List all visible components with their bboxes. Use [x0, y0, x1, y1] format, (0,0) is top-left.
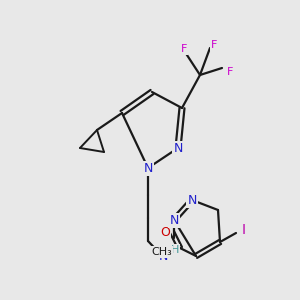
Text: I: I	[242, 223, 246, 237]
Text: N: N	[187, 194, 197, 206]
Text: N: N	[143, 161, 153, 175]
Text: F: F	[181, 44, 187, 54]
Text: CH₃: CH₃	[152, 247, 172, 257]
Text: N: N	[173, 142, 183, 154]
Text: F: F	[227, 67, 233, 77]
Text: H: H	[171, 245, 179, 255]
Text: F: F	[211, 40, 217, 50]
Text: N: N	[169, 214, 179, 226]
Text: N: N	[158, 250, 168, 263]
Text: O: O	[160, 226, 170, 238]
